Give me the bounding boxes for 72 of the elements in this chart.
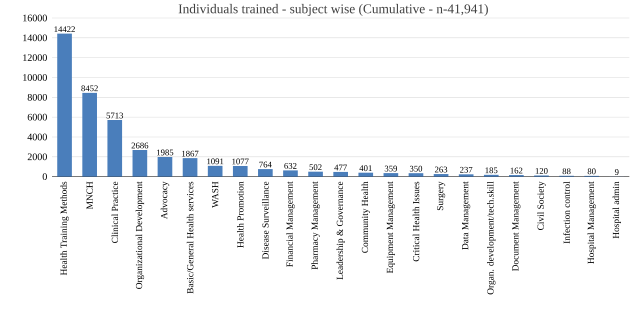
bar: [132, 150, 148, 177]
x-tick-label: MNCH: [86, 182, 93, 210]
x-tick-label: Leadership & Governance: [336, 182, 345, 280]
data-label: 1091: [207, 158, 224, 164]
bar: [82, 92, 97, 177]
bar: [57, 34, 72, 177]
bar: [258, 169, 273, 177]
data-label: 350: [410, 166, 422, 172]
x-tick-label: WASH: [212, 182, 218, 208]
bar: [434, 174, 448, 177]
x-tick-label: Equipment Management: [386, 181, 395, 274]
y-tick-label: 12000: [23, 54, 47, 62]
y-tick-label: 4000: [27, 134, 47, 140]
bar: [107, 120, 122, 177]
bar: [384, 173, 398, 177]
x-tick-label: Organ. development/tech.skill: [487, 182, 496, 294]
y-tick-label: 8000: [28, 94, 47, 101]
data-label: 80: [588, 168, 596, 174]
data-label: 764: [259, 162, 272, 168]
bar: [308, 172, 323, 177]
data-label: 1867: [182, 150, 198, 157]
x-tick-label: Document Management: [512, 181, 520, 272]
x-tick-label: Infection control: [563, 182, 570, 244]
data-label: 9: [614, 169, 619, 175]
x-tick-label: Health Promotion: [236, 182, 244, 248]
x-tick-label: Financial Management: [286, 181, 295, 267]
bar: [158, 156, 172, 177]
x-tick-label: Community Health: [362, 181, 370, 253]
y-tick-label: 14000: [23, 34, 47, 42]
x-tick-label: Advocacy: [160, 181, 170, 220]
x-tick-label: Health Training Methods: [60, 182, 69, 276]
x-tick-label: Clinical Practice: [111, 182, 118, 243]
x-tick-label: Data Management: [462, 181, 470, 250]
bar: [333, 172, 348, 177]
bar: [358, 172, 374, 177]
data-label: 632: [284, 162, 296, 169]
data-label: 162: [510, 168, 522, 174]
bar: [208, 166, 222, 177]
data-label: 8452: [81, 85, 98, 92]
x-tick-label: Critical Health Issues: [412, 182, 420, 262]
data-label: 88: [562, 168, 571, 174]
bar: [182, 158, 198, 177]
bar: [232, 166, 248, 177]
y-tick-label: 16000: [23, 14, 47, 22]
x-tick-label: Disease Surveillance: [262, 182, 269, 260]
data-label: 2686: [132, 142, 148, 148]
data-label: 5713: [106, 112, 124, 118]
x-tick-label: Surgery: [436, 181, 446, 210]
data-label: 237: [460, 166, 472, 173]
x-tick-label: Basic/General Health services: [186, 182, 194, 294]
y-tick-label: 6000: [28, 114, 47, 121]
bar: [283, 170, 298, 177]
x-tick-label: Hospital admin: [612, 182, 622, 238]
x-tick-label: Civil Society: [537, 181, 546, 230]
bar: [408, 173, 424, 177]
chart-title: Individuals trained - subject wise (Cumulative - n-41,941): [178, 4, 488, 16]
data-label: 401: [359, 165, 372, 172]
data-label: 14422: [54, 26, 75, 32]
y-tick-label: 10000: [23, 74, 47, 81]
data-label: 120: [536, 168, 548, 174]
x-tick-label: Pharmacy Management: [311, 181, 320, 270]
data-label: 263: [434, 166, 448, 172]
data-label: 1985: [157, 150, 174, 156]
x-tick-label: Hospital Management: [587, 181, 596, 264]
data-label: 502: [310, 164, 322, 170]
data-label: 185: [486, 167, 498, 174]
data-label: 1077: [232, 158, 249, 164]
y-tick-label: 2000: [28, 153, 47, 160]
y-tick-label: 0: [42, 173, 47, 180]
data-label: 477: [334, 164, 347, 170]
data-label: 359: [384, 166, 398, 172]
x-tick-label: Organizational Development: [136, 181, 144, 289]
